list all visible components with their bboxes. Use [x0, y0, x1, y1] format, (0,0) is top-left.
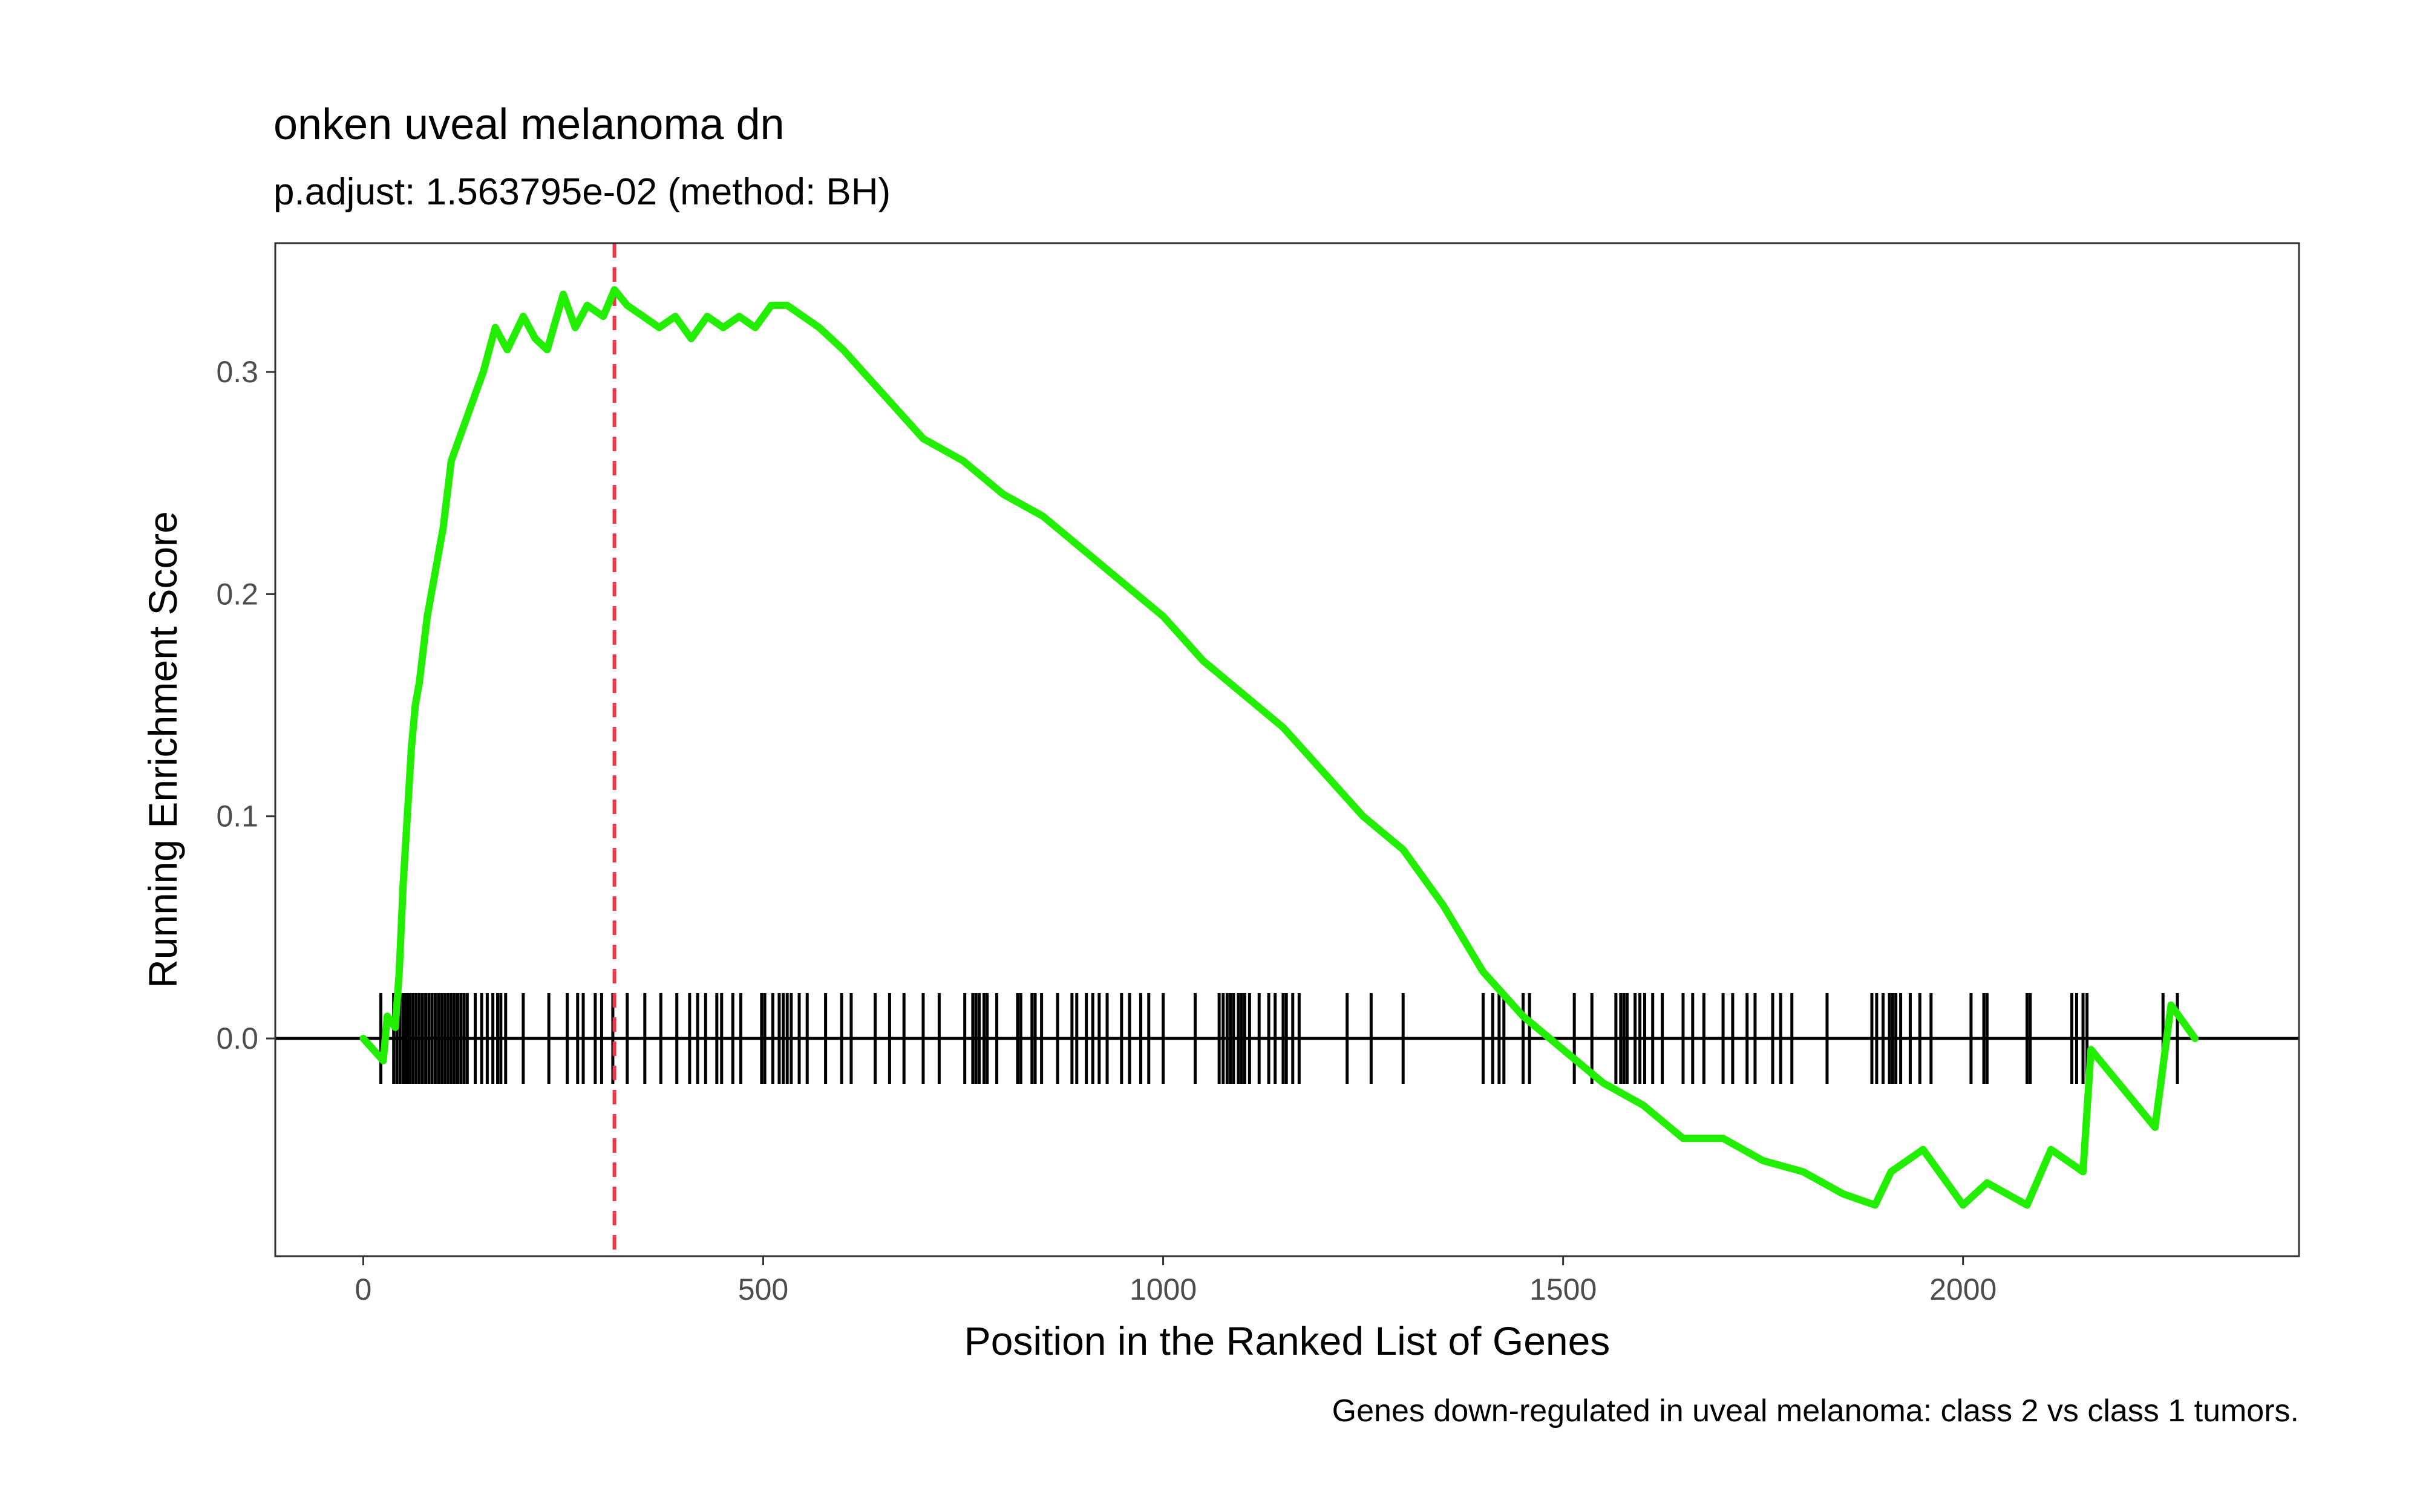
x-tick-label: 500 [738, 1272, 788, 1306]
x-axis: 0 500 1000 1500 2000 [355, 1256, 1996, 1306]
y-tick-label: 0.3 [216, 355, 258, 389]
x-axis-title: Position in the Ranked List of Genes [964, 1318, 1611, 1363]
x-tick-label: 0 [355, 1272, 372, 1306]
plot-frame [274, 242, 2300, 1257]
y-tick-label: 0.0 [216, 1022, 258, 1055]
x-tick-label: 1000 [1130, 1272, 1197, 1306]
chart-caption: Genes down-regulated in uveal melanoma: … [1332, 1393, 2299, 1429]
y-axis: 0.0 0.1 0.2 0.3 [216, 355, 275, 1055]
chart-title: onken uveal melanoma dn [273, 100, 785, 149]
running-enrichment-line [359, 286, 2199, 1209]
chart-subtitle: p.adjust: 1.563795e-02 (method: BH) [273, 171, 891, 213]
y-axis-title: Running Enrichment Score [140, 511, 185, 988]
plot-area [275, 243, 2299, 1256]
y-tick-label: 0.1 [216, 800, 258, 833]
x-tick-label: 2000 [1929, 1272, 1996, 1306]
x-tick-label: 1500 [1529, 1272, 1597, 1306]
y-tick-label: 0.2 [216, 577, 258, 611]
